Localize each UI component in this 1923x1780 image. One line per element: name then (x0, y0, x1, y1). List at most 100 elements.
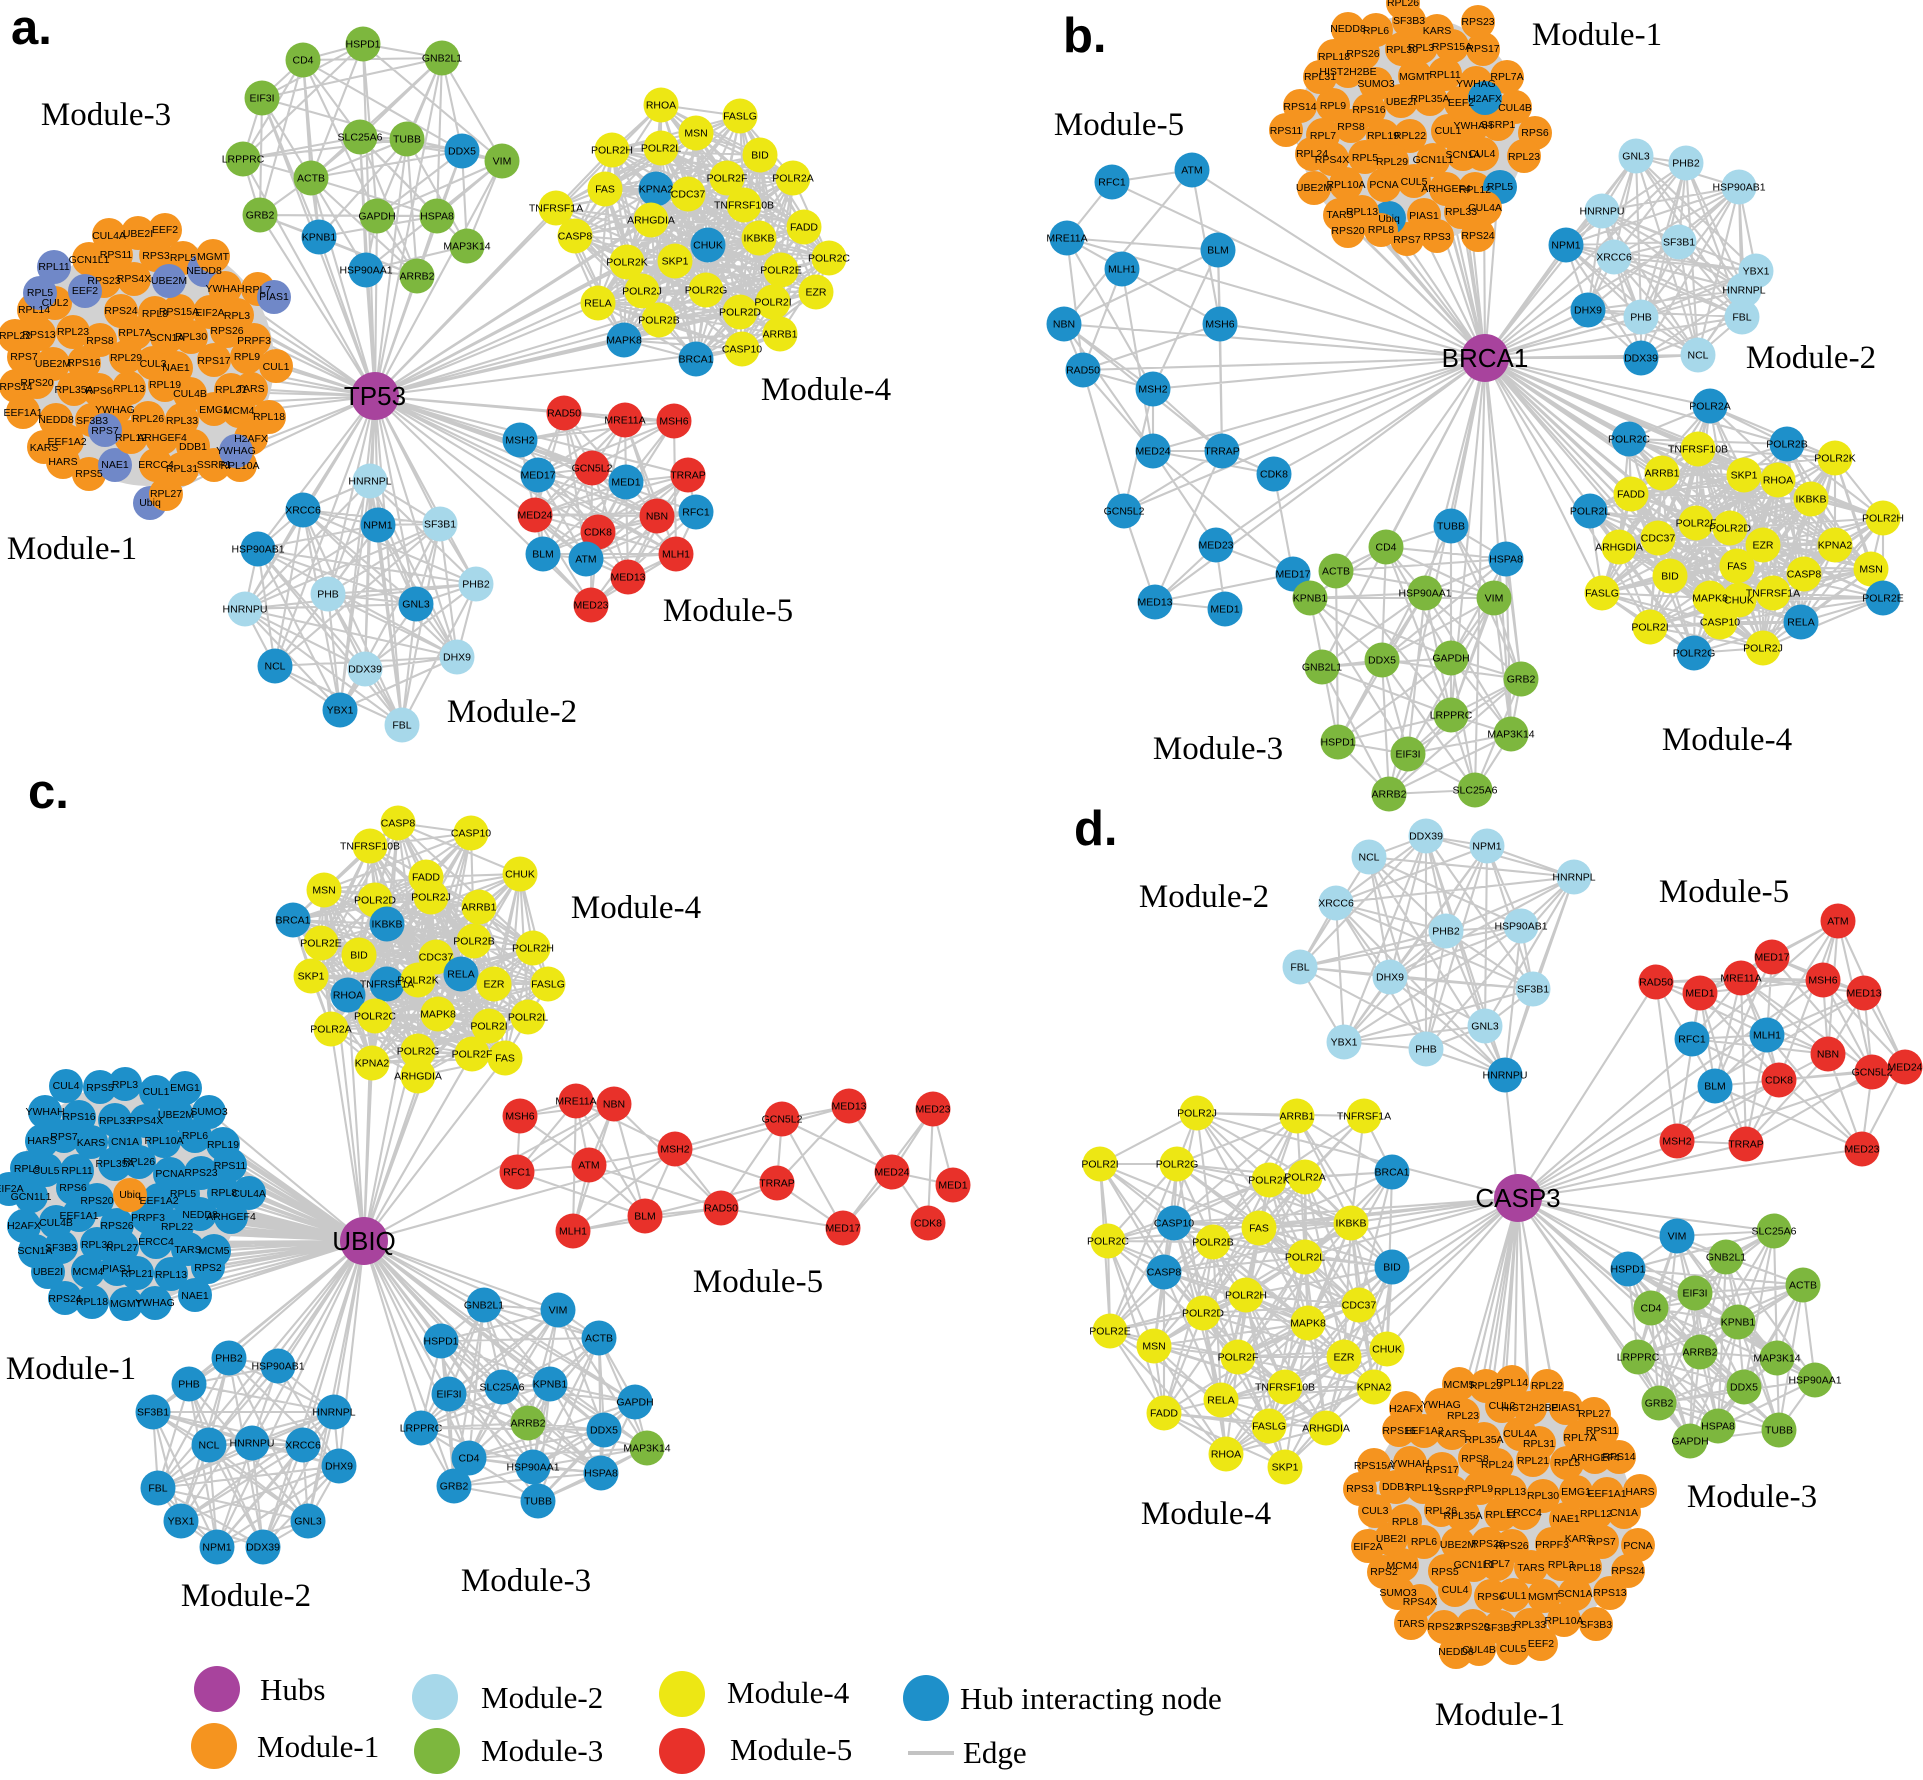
svg-text:NBN: NBN (646, 511, 668, 523)
svg-text:IKBKB: IKBKB (1796, 494, 1827, 506)
svg-text:RPL21: RPL21 (215, 384, 247, 396)
svg-text:MAPK8: MAPK8 (1290, 1318, 1326, 1330)
svg-text:XRCC6: XRCC6 (1318, 898, 1354, 910)
svg-text:LRPPRC: LRPPRC (400, 1423, 443, 1435)
svg-text:EEF1A2: EEF1A2 (1404, 1425, 1443, 1437)
svg-text:LRPPRC: LRPPRC (1430, 710, 1473, 722)
svg-text:MSH2: MSH2 (1662, 1136, 1691, 1148)
svg-text:RPL5: RPL5 (1487, 181, 1513, 193)
svg-text:FADD: FADD (790, 222, 818, 234)
svg-text:RPL6: RPL6 (1411, 1536, 1437, 1548)
svg-text:PRPF3: PRPF3 (1535, 1539, 1569, 1551)
svg-text:HSP90AB1: HSP90AB1 (251, 1361, 304, 1373)
svg-text:RPL3: RPL3 (1408, 42, 1434, 54)
svg-text:RPS11: RPS11 (214, 1160, 247, 1172)
svg-text:RPS4X: RPS4X (1315, 154, 1349, 166)
svg-text:RPS16: RPS16 (62, 1111, 95, 1123)
svg-text:RPS11: RPS11 (100, 249, 133, 261)
svg-text:MED17: MED17 (825, 1223, 860, 1235)
svg-text:GCN5L2: GCN5L2 (1104, 506, 1145, 518)
svg-text:CD4: CD4 (292, 55, 313, 67)
svg-text:RAD50: RAD50 (547, 408, 581, 420)
svg-text:RPL30: RPL30 (81, 1239, 113, 1251)
svg-text:TUBB: TUBB (393, 134, 421, 146)
svg-text:YWHAG: YWHAG (1421, 1399, 1461, 1411)
svg-text:NBN: NBN (603, 1099, 625, 1111)
svg-text:RPL19: RPL19 (207, 1139, 239, 1151)
svg-text:RPL35A: RPL35A (54, 384, 93, 396)
svg-text:EEF2: EEF2 (152, 224, 178, 236)
svg-text:POLR2C: POLR2C (354, 1011, 396, 1023)
svg-text:SF3B3: SF3B3 (76, 415, 108, 427)
svg-text:ATM: ATM (578, 1160, 599, 1172)
svg-text:POLR2J: POLR2J (411, 892, 451, 904)
svg-text:POLR2K: POLR2K (606, 257, 647, 269)
svg-text:POLR2B: POLR2B (1766, 439, 1807, 451)
svg-text:TARS: TARS (1326, 209, 1353, 221)
svg-text:RPL33: RPL33 (1445, 206, 1477, 218)
svg-text:RPL6: RPL6 (182, 1130, 208, 1142)
svg-text:NBN: NBN (1053, 319, 1075, 331)
svg-text:POLR2B: POLR2B (1192, 1237, 1233, 1249)
svg-text:RPL24: RPL24 (1296, 148, 1328, 160)
svg-text:RELA: RELA (1207, 1395, 1234, 1407)
svg-text:RPL33: RPL33 (99, 1115, 131, 1127)
svg-text:MSH6: MSH6 (1205, 319, 1234, 331)
svg-text:PRPF3: PRPF3 (131, 1212, 165, 1224)
svg-text:CUL1: CUL1 (1435, 125, 1462, 137)
svg-text:POLR2G: POLR2G (397, 1046, 440, 1058)
svg-text:EZR: EZR (1753, 540, 1774, 552)
svg-text:GRB2: GRB2 (1507, 674, 1536, 686)
svg-text:RPS24: RPS24 (1611, 1565, 1644, 1577)
svg-text:RPL13: RPL13 (1494, 1486, 1526, 1498)
svg-text:RELA: RELA (447, 969, 474, 981)
svg-text:MSH2: MSH2 (660, 1144, 689, 1156)
svg-text:Module-4: Module-4 (1141, 1496, 1271, 1532)
svg-text:MSH6: MSH6 (1808, 975, 1837, 987)
svg-text:TARS: TARS (174, 1244, 201, 1256)
svg-text:SF3B3: SF3B3 (1393, 15, 1425, 27)
svg-text:b.: b. (1063, 9, 1107, 63)
svg-text:RPL5: RPL5 (1554, 1457, 1580, 1469)
svg-text:SKP1: SKP1 (298, 971, 325, 983)
svg-text:POLR2H: POLR2H (591, 145, 633, 157)
svg-text:HNRNPU: HNRNPU (223, 604, 268, 616)
svg-text:RPL30: RPL30 (1386, 44, 1418, 56)
svg-text:VIM: VIM (1668, 1231, 1687, 1243)
svg-text:FASLG: FASLG (531, 979, 565, 991)
svg-text:RPL14: RPL14 (18, 304, 50, 316)
svg-text:RPL21: RPL21 (121, 1268, 153, 1280)
svg-text:POLR2I: POLR2I (1081, 1159, 1118, 1171)
svg-text:Module-3: Module-3 (1153, 731, 1283, 767)
svg-text:CUL4A: CUL4A (92, 230, 126, 242)
svg-text:POLR2D: POLR2D (1709, 523, 1751, 535)
svg-text:a.: a. (11, 1, 52, 55)
svg-text:RPL12: RPL12 (1459, 184, 1491, 196)
svg-text:DHX9: DHX9 (325, 1461, 353, 1473)
svg-text:SF3B1: SF3B1 (424, 519, 456, 531)
svg-text:Module-3: Module-3 (461, 1563, 591, 1599)
svg-text:CUL4B: CUL4B (1498, 102, 1532, 114)
svg-text:RPL12: RPL12 (1580, 1508, 1612, 1520)
svg-text:UBE2I: UBE2I (1376, 1533, 1406, 1545)
svg-text:MRE11A: MRE11A (1046, 233, 1087, 245)
svg-text:RPS20: RPS20 (1456, 1621, 1489, 1633)
svg-text:VIM: VIM (1485, 593, 1504, 605)
svg-text:RPL5: RPL5 (170, 252, 196, 264)
svg-text:NEDD8: NEDD8 (1438, 1646, 1474, 1658)
svg-text:RHOA: RHOA (1763, 475, 1793, 487)
svg-text:MED1: MED1 (938, 1180, 967, 1192)
svg-text:RPS24: RPS24 (1461, 230, 1494, 242)
svg-text:RPS17: RPS17 (1466, 43, 1499, 55)
svg-text:RPL10A: RPL10A (220, 460, 259, 472)
svg-text:UBE2I: UBE2I (123, 228, 153, 240)
svg-text:FASLG: FASLG (1585, 588, 1619, 600)
svg-text:RPS26: RPS26 (100, 1220, 133, 1232)
svg-text:FAS: FAS (495, 1053, 515, 1065)
svg-text:CN1A: CN1A (111, 1136, 139, 1148)
svg-text:MSH6: MSH6 (659, 416, 688, 428)
svg-text:YWHAG: YWHAG (1456, 78, 1496, 90)
svg-text:RPL33: RPL33 (1514, 1619, 1546, 1631)
svg-text:TNFRSF10B: TNFRSF10B (714, 200, 774, 212)
svg-text:RPS17: RPS17 (1425, 1464, 1458, 1476)
